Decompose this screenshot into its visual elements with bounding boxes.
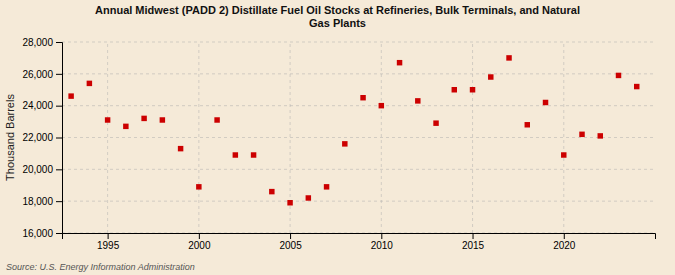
point — [379, 103, 384, 108]
y-axis-line — [56, 43, 63, 234]
point — [525, 122, 530, 127]
x-tick: 2015 — [462, 233, 485, 251]
x-tick-label: 1995 — [97, 240, 120, 251]
y-tick-mark — [56, 138, 62, 139]
point — [634, 84, 639, 89]
point — [324, 184, 329, 189]
point — [269, 189, 274, 194]
x-tick-mark — [290, 233, 291, 239]
grid — [62, 42, 655, 233]
point — [415, 98, 420, 103]
x-tick-mark — [473, 233, 474, 239]
point — [598, 133, 603, 138]
x-tick-mark — [381, 233, 382, 239]
point — [488, 74, 493, 79]
y-tick-mark — [56, 42, 62, 43]
point — [397, 60, 402, 65]
y-tick-label: 20,000 — [22, 164, 53, 175]
title: Annual Midwest (PADD 2) Distillate Fuel … — [95, 4, 580, 29]
point — [87, 81, 92, 86]
grid-line-y — [62, 73, 655, 74]
x-tick: 2005 — [279, 233, 302, 251]
point — [452, 87, 457, 92]
grid-line-y — [62, 169, 655, 170]
point — [214, 117, 219, 122]
x-tick: 1995 — [97, 233, 120, 251]
x-tick-label: 2010 — [371, 240, 394, 251]
y-tick-mark — [56, 169, 62, 170]
grid-line-y — [62, 137, 655, 138]
source-annotation: Source: U.S. Energy Information Administ… — [6, 262, 195, 272]
title-line: Gas Plants — [309, 17, 366, 29]
y-tick: 26,000 — [22, 69, 62, 80]
y-tick-label: 16,000 — [22, 228, 53, 239]
point — [68, 93, 73, 98]
point — [233, 152, 238, 157]
x-tick-label: 2005 — [279, 240, 302, 251]
point — [579, 132, 584, 137]
y-tick: 24,000 — [22, 100, 62, 111]
x-tick-label: 2020 — [553, 240, 576, 251]
y-tick-mark — [56, 106, 62, 107]
title-line: Annual Midwest (PADD 2) Distillate Fuel … — [95, 4, 580, 16]
point — [543, 100, 548, 105]
y-tick: 18,000 — [22, 196, 62, 207]
y-tick: 16,000 — [22, 228, 62, 239]
grid-line-y — [62, 105, 655, 106]
point — [287, 200, 292, 205]
x-tick-label: 2015 — [462, 240, 485, 251]
point — [561, 152, 566, 157]
y-tick-mark — [56, 233, 62, 234]
point — [306, 195, 311, 200]
y-tick: 28,000 — [22, 37, 62, 48]
point — [141, 116, 146, 121]
y-tick-mark — [56, 201, 62, 202]
point — [342, 141, 347, 146]
point — [160, 117, 165, 122]
y-tick-label: 18,000 — [22, 196, 53, 207]
y-tick-label: 28,000 — [22, 37, 53, 48]
point — [196, 184, 201, 189]
x-axis-line — [63, 234, 656, 240]
grid-line-x — [107, 42, 108, 233]
point — [506, 55, 511, 60]
x-tick: 2020 — [553, 233, 576, 251]
x-tick-mark — [108, 233, 109, 239]
point — [470, 87, 475, 92]
point — [123, 124, 128, 129]
point — [433, 120, 438, 125]
point — [360, 95, 365, 100]
grid-line-x — [563, 42, 564, 233]
x-tick-mark — [564, 233, 565, 239]
x-tick-label: 2000 — [188, 240, 211, 251]
grid-line-y — [62, 42, 655, 43]
y-tick: 22,000 — [22, 132, 62, 143]
grid-line-x — [198, 42, 199, 233]
point — [251, 152, 256, 157]
point — [105, 117, 110, 122]
x-tick: 2000 — [188, 233, 211, 251]
x-tick-mark — [199, 233, 200, 239]
y-tick-label: 26,000 — [22, 69, 53, 80]
x-axis: 1995 2000 2005 2010 2015 2020 — [63, 233, 656, 251]
chart: 1995 2000 2005 2010 2015 2020 16,000 18,000 20,0… — [0, 0, 675, 275]
point — [616, 73, 621, 78]
y-tick-mark — [56, 74, 62, 75]
y-tick: 20,000 — [22, 164, 62, 175]
x-tick: 2010 — [371, 233, 394, 251]
points — [68, 55, 639, 205]
y-tick-label: 22,000 — [22, 132, 53, 143]
y-axis: 16,000 18,000 20,000 22,000 24,000 26,000 28,0… — [22, 37, 62, 239]
point — [178, 146, 183, 151]
grid-line-y — [62, 201, 655, 202]
y-tick-label: 24,000 — [22, 100, 53, 111]
y-axis-title: Thousand Barrels — [4, 94, 16, 181]
